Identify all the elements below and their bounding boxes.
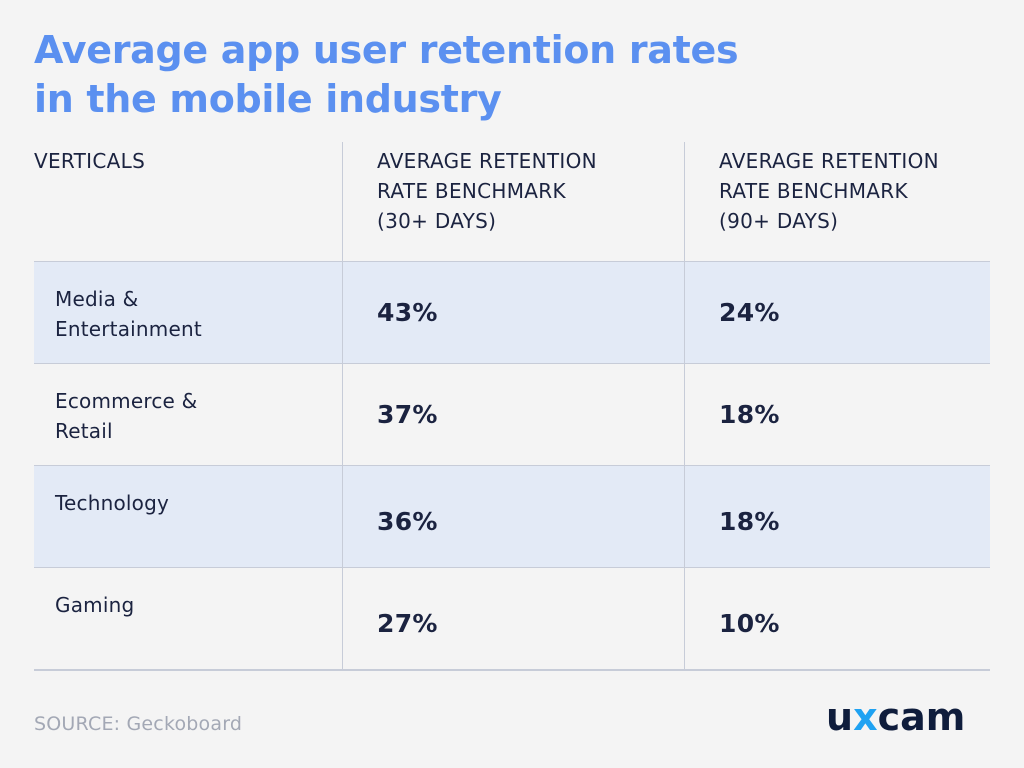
vertical-label-line-2: Retail <box>55 419 113 443</box>
vertical-cell: Media & Entertainment <box>34 261 342 363</box>
source-note: SOURCE: Geckoboard <box>34 713 243 735</box>
vertical-label-line-1: Technology <box>55 491 170 515</box>
header-30-line-1: AVERAGE RETENTION <box>377 149 597 173</box>
retention-30-value: 36% <box>342 465 684 567</box>
page-title: Average app user retention rates in the … <box>34 26 934 124</box>
logo-part-x: x <box>853 696 878 739</box>
logo-part-u: u <box>826 696 853 739</box>
vertical-cell: Ecommerce & Retail <box>34 363 342 465</box>
header-90-line-3: (90+ DAYS) <box>719 209 839 233</box>
title-line-2: in the mobile industry <box>34 77 502 121</box>
header-retention-90: AVERAGE RETENTION RATE BENCHMARK (90+ DA… <box>684 142 990 261</box>
uxcam-logo: uxcam <box>826 696 965 739</box>
header-90-line-1: AVERAGE RETENTION <box>719 149 939 173</box>
retention-90-value: 18% <box>684 465 990 567</box>
retention-table: VERTICALS AVERAGE RETENTION RATE BENCHMA… <box>34 142 990 671</box>
vertical-cell: Gaming <box>34 567 342 669</box>
retention-90-value: 24% <box>684 261 990 363</box>
vertical-cell: Technology <box>34 465 342 567</box>
header-30-line-3: (30+ DAYS) <box>377 209 497 233</box>
retention-90-value: 18% <box>684 363 990 465</box>
logo-part-cam: cam <box>878 696 966 739</box>
header-90-line-2: RATE BENCHMARK <box>719 179 908 203</box>
vertical-label-line-2: Entertainment <box>55 317 202 341</box>
retention-90-value: 10% <box>684 567 990 669</box>
vertical-label-line-1: Gaming <box>55 593 135 617</box>
vertical-label-line-1: Ecommerce & <box>55 389 198 413</box>
header-verticals: VERTICALS <box>34 142 342 261</box>
header-30-line-2: RATE BENCHMARK <box>377 179 566 203</box>
header-retention-30: AVERAGE RETENTION RATE BENCHMARK (30+ DA… <box>342 142 684 261</box>
retention-30-value: 27% <box>342 567 684 669</box>
title-line-1: Average app user retention rates <box>34 28 739 72</box>
vertical-label-line-1: Media & <box>55 287 139 311</box>
retention-table-grid: VERTICALS AVERAGE RETENTION RATE BENCHMA… <box>34 142 990 669</box>
table-bottom-rule <box>34 669 990 671</box>
retention-30-value: 37% <box>342 363 684 465</box>
retention-30-value: 43% <box>342 261 684 363</box>
header-verticals-line: VERTICALS <box>34 149 146 173</box>
logo-text: uxcam <box>826 696 965 739</box>
